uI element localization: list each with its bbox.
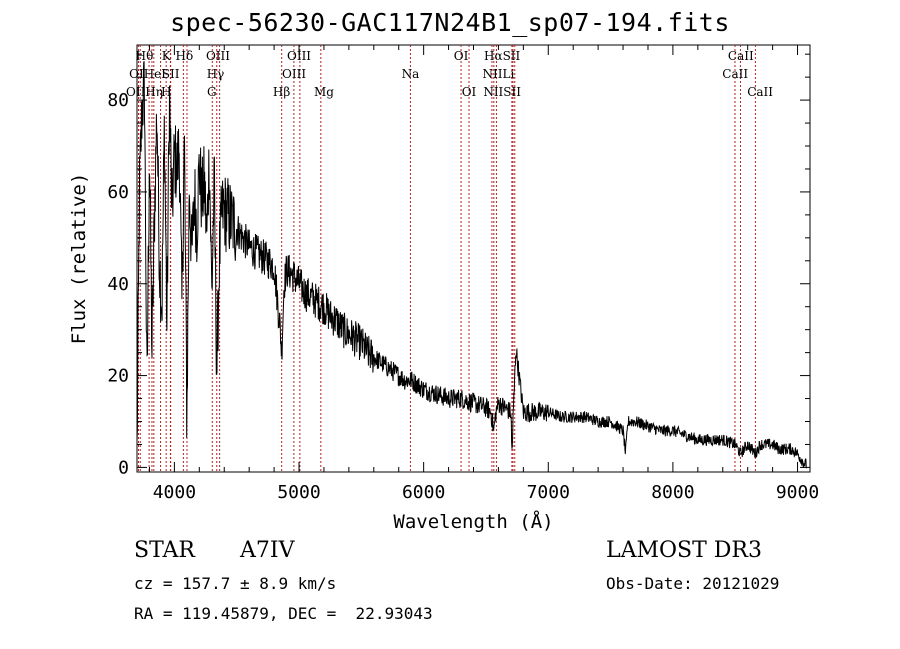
line-label-20: OI — [462, 85, 477, 99]
line-label-2: Hδ — [176, 49, 194, 63]
line-label-16: H — [161, 85, 171, 99]
y-tick-label-2: 40 — [107, 274, 129, 295]
x-tick-label-5: 9000 — [776, 482, 819, 503]
line-label-1: K — [162, 49, 172, 63]
line-label-10: Hγ — [207, 67, 225, 81]
line-label-9: SII — [162, 67, 180, 81]
object-class: STAR — [134, 538, 195, 563]
line-label-8: OIHeI — [129, 67, 166, 81]
line-label-22: CaII — [747, 85, 773, 99]
line-label-0: Hθ — [136, 49, 154, 63]
line-label-11: OIII — [282, 67, 306, 81]
coordinates: RA = 119.45879, DEC = 22.93043 — [134, 604, 433, 623]
line-label-4: OIII — [287, 49, 311, 63]
chart-title: spec-56230-GAC117N24B1_sp07-194.fits — [170, 8, 730, 37]
x-tick-label-1: 5000 — [277, 482, 320, 503]
plot-frame — [136, 44, 811, 473]
observation-date: Obs-Date: 20121029 — [606, 574, 780, 593]
line-label-12: Na — [402, 67, 420, 81]
x-tick-label-4: 8000 — [651, 482, 694, 503]
x-axis-label: Wavelength (Å) — [393, 510, 553, 533]
line-label-3: OIII — [206, 49, 230, 63]
line-label-13: NIILi — [483, 67, 515, 81]
line-label-7: CaII — [728, 49, 754, 63]
spectrum-line — [136, 61, 807, 469]
y-tick-label-0: 0 — [118, 457, 129, 478]
line-label-19: Mg — [314, 85, 334, 99]
redshift-cz: cz = 157.7 ± 8.9 km/s — [134, 574, 337, 593]
survey-name: LAMOST DR3 — [606, 538, 762, 563]
line-label-18: Hβ — [273, 85, 290, 99]
y-tick-label-1: 20 — [107, 366, 129, 387]
line-label-21: NIISII — [483, 85, 521, 99]
line-label-5: OI — [454, 49, 469, 63]
x-tick-label-0: 4000 — [153, 482, 196, 503]
line-label-17: G — [207, 85, 217, 99]
x-tick-label-2: 6000 — [402, 482, 445, 503]
x-tick-label-3: 7000 — [527, 482, 570, 503]
line-label-14: CaII — [722, 67, 748, 81]
y-tick-label-3: 60 — [107, 182, 129, 203]
line-label-6: HαSII — [484, 49, 521, 63]
object-subclass: A7IV — [240, 538, 295, 563]
y-tick-label-4: 80 — [107, 90, 129, 111]
y-axis-label: Flux (relative) — [68, 173, 90, 345]
